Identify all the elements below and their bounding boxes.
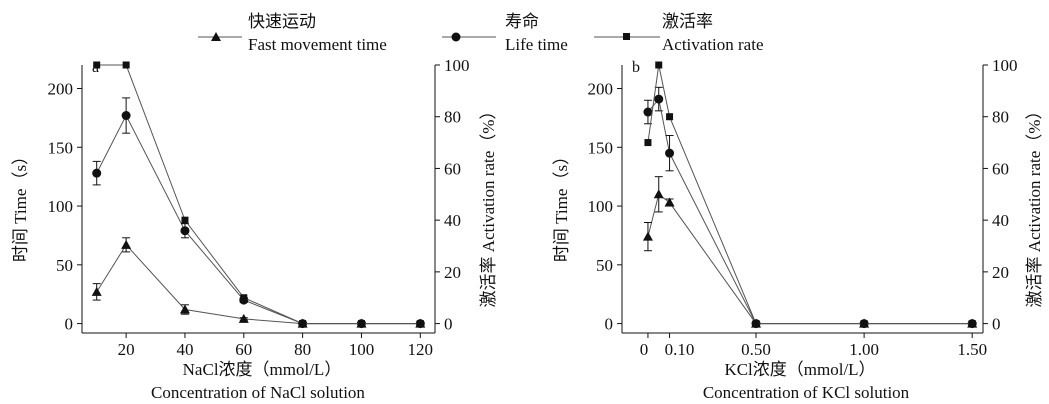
y-tick-label-left: 200	[48, 80, 74, 99]
data-point-circle	[92, 168, 102, 178]
data-point-square	[752, 320, 760, 328]
y-tick-label-right: 80	[992, 108, 1009, 127]
data-point-circle	[665, 148, 675, 158]
x-tick-label: 100	[349, 340, 375, 359]
y-axis-label-left: 时间 Time（s）	[552, 148, 571, 262]
x-tick-label: 0.50	[741, 340, 771, 359]
data-point-triangle	[121, 239, 132, 249]
x-axis-label-cn: NaCl浓度（mmol/L）	[183, 360, 342, 379]
y-tick-label-left: 150	[588, 138, 614, 157]
data-point-square	[357, 320, 365, 328]
y-tick-label-left: 0	[65, 315, 74, 334]
series-layer	[642, 61, 978, 329]
square-marker-icon	[623, 33, 630, 40]
y-tick-label-left: 50	[596, 256, 613, 275]
data-point-square	[240, 294, 248, 302]
legend-label-en-fast-movement: Fast movement time	[248, 35, 387, 54]
data-point-circle	[180, 226, 190, 236]
data-point-square	[644, 139, 652, 147]
legend-item-life-time: 寿命 Life time	[442, 12, 568, 54]
x-tick-label: 0	[640, 340, 649, 359]
y-axis-label-right: 激活率 Activation rate（%）	[479, 103, 498, 308]
data-point-triangle	[179, 304, 190, 314]
y-tick-label-right: 0	[992, 315, 1001, 334]
y-tick-label-left: 100	[48, 197, 74, 216]
data-point-circle	[121, 111, 131, 121]
x-axis-label-cn: KCl浓度（mmol/L）	[724, 360, 875, 379]
data-point-square	[666, 113, 674, 121]
x-tick-label: 120	[408, 340, 434, 359]
data-point-square	[93, 61, 101, 69]
data-point-square	[122, 61, 130, 69]
y-tick-label-left: 0	[605, 315, 614, 334]
legend-item-fast-movement: 快速运动 Fast movement time	[198, 12, 387, 54]
x-tick-label: 40	[176, 340, 193, 359]
y-ticks-right: 0 20 40 60 80 100	[435, 56, 470, 334]
x-ticks: 0 0.10 0.50 1.00 1.50	[640, 333, 987, 359]
y-tick-label-right: 80	[444, 108, 461, 127]
x-axis-label-en: Concentration of NaCl solution	[151, 383, 365, 402]
panel-b: b 0 50 100 150 200 0 20 40 60 80 100 0 0.10 0.50 1.0…	[552, 56, 1044, 402]
y-tick-label-right: 20	[992, 263, 1009, 282]
x-tick-label: 1.00	[849, 340, 879, 359]
data-point-circle	[643, 107, 653, 117]
legend: 快速运动 Fast movement time 寿命 Life time 激活率…	[198, 12, 764, 54]
legend-label-cn-fast-movement: 快速运动	[248, 12, 316, 31]
y-ticks-left: 0 50 100 150 200	[48, 80, 82, 334]
x-tick-label: 20	[118, 340, 135, 359]
data-point-square	[416, 320, 424, 328]
circle-marker-icon	[451, 32, 461, 42]
y-axis-label-right: 激活率 Activation rate（%）	[1025, 103, 1044, 308]
data-point-square	[655, 61, 663, 69]
data-point-triangle	[642, 231, 653, 241]
data-point-square	[299, 320, 307, 328]
data-point-square	[860, 320, 868, 328]
y-tick-label-left: 50	[56, 256, 73, 275]
y-tick-label-right: 20	[444, 263, 461, 282]
y-tick-label-right: 100	[992, 56, 1018, 75]
x-axis-label-en: Concentration of KCl solution	[703, 383, 910, 402]
data-point-circle	[654, 94, 664, 104]
data-point-triangle	[664, 197, 675, 207]
panel-label: b	[632, 59, 640, 76]
y-ticks-left: 0 50 100 150 200	[588, 80, 622, 334]
data-point-triangle	[653, 189, 664, 199]
x-tick-label: 1.50	[957, 340, 987, 359]
y-ticks-right: 0 20 40 60 80 100	[983, 56, 1018, 334]
y-tick-label-right: 100	[444, 56, 470, 75]
legend-label-cn-activation-rate: 激活率	[662, 12, 713, 31]
y-tick-label-right: 0	[444, 315, 453, 334]
y-tick-label-right: 40	[444, 211, 461, 230]
legend-label-en-activation-rate: Activation rate	[662, 35, 764, 54]
y-tick-label-right: 40	[992, 211, 1009, 230]
y-tick-label-left: 150	[48, 138, 74, 157]
series-layer	[91, 61, 426, 329]
y-axis-label-left: 时间 Time（s）	[11, 148, 30, 262]
legend-item-activation-rate: 激活率 Activation rate	[594, 12, 764, 54]
y-tick-label-right: 60	[444, 159, 461, 178]
x-tick-label: 0.10	[665, 340, 695, 359]
data-point-square	[181, 216, 189, 224]
data-point-square	[968, 320, 976, 328]
y-tick-label-left: 200	[588, 80, 614, 99]
series-line-square	[647, 64, 973, 325]
x-tick-label: 80	[294, 340, 311, 359]
data-point-triangle	[238, 313, 249, 323]
series-line-circle	[96, 114, 421, 325]
series-line-triangle	[96, 244, 421, 325]
series-line-square	[96, 64, 421, 325]
triangle-marker-icon	[211, 32, 221, 41]
series-line-triangle	[647, 193, 973, 325]
series-line-circle	[647, 97, 973, 325]
y-tick-label-right: 60	[992, 159, 1009, 178]
x-tick-label: 60	[235, 340, 252, 359]
y-tick-label-left: 100	[588, 197, 614, 216]
data-point-triangle	[91, 286, 102, 296]
legend-label-en-life-time: Life time	[505, 35, 568, 54]
legend-label-cn-life-time: 寿命	[505, 12, 539, 31]
x-ticks: 20 40 60 80 100 120	[118, 333, 433, 359]
